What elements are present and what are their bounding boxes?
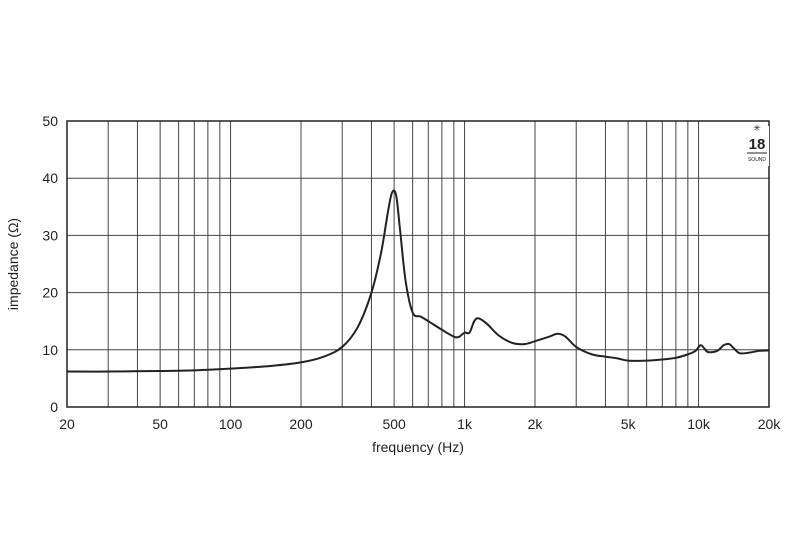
x-tick-label: 200 (289, 416, 313, 432)
y-tick-label: 50 (42, 113, 58, 129)
x-tick-label: 20k (758, 416, 782, 432)
x-axis-label: frequency (Hz) (372, 439, 464, 455)
x-tick-label: 20 (59, 416, 75, 432)
grid (67, 120, 769, 408)
x-tick-label: 10k (687, 416, 711, 432)
x-tick-labels: 20 50 100 200 500 1k 2k 5k 10k 20k (59, 416, 781, 432)
x-tick-label: 1k (457, 416, 473, 432)
logo-number: 18 (749, 136, 766, 153)
logo-word: SOUND (748, 157, 766, 163)
y-tick-labels: 0 10 20 30 40 50 (42, 113, 58, 415)
star-icon: ✳ (753, 124, 761, 134)
y-tick-label: 0 (50, 399, 58, 415)
x-tick-label: 5k (621, 416, 637, 432)
x-tick-label: 2k (528, 416, 544, 432)
x-tick-label: 500 (382, 416, 406, 432)
x-tick-label: 50 (152, 416, 168, 432)
y-tick-label: 40 (42, 170, 58, 186)
x-tick-label: 100 (219, 416, 243, 432)
y-axis-label: impedance (Ω) (5, 218, 21, 310)
plot-frame (66, 120, 770, 408)
y-tick-label: 10 (42, 342, 58, 358)
y-tick-label: 30 (42, 227, 58, 243)
y-tick-label: 20 (42, 285, 58, 301)
brand-logo: ✳ 18 SOUND (745, 124, 769, 166)
impedance-curve (66, 189, 770, 373)
